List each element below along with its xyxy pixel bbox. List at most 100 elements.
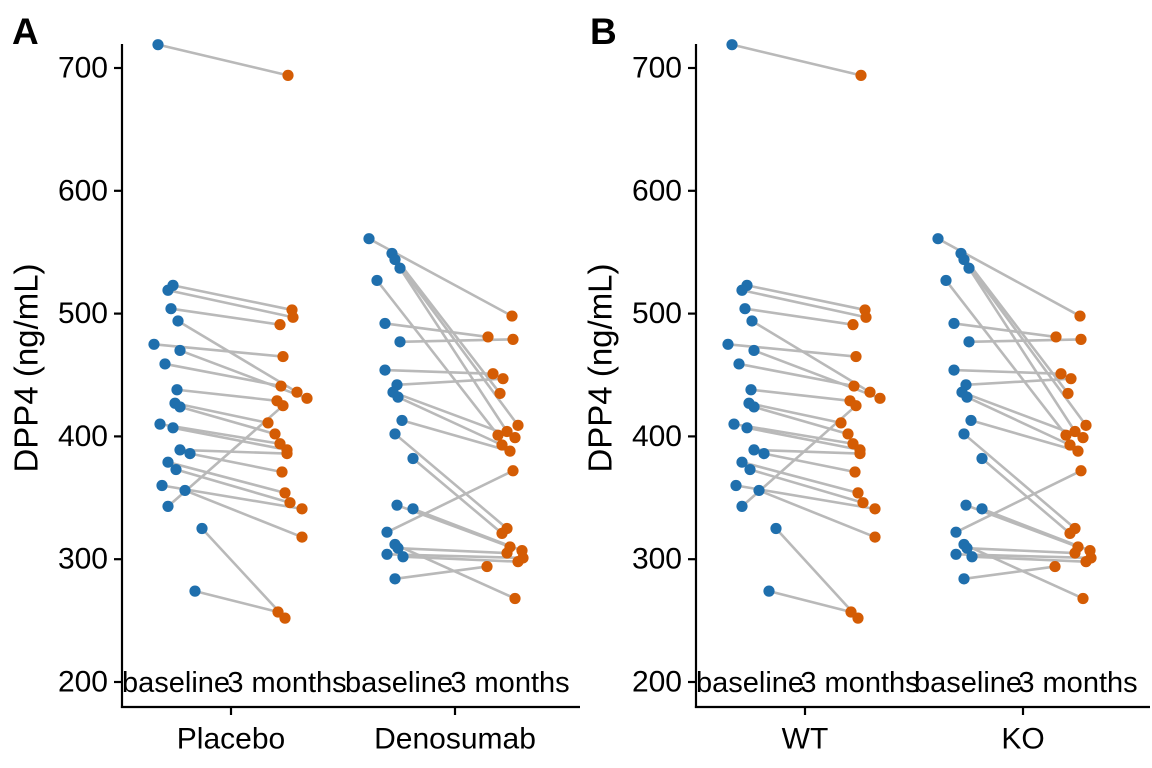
three-months-point[interactable] [857,497,869,509]
baseline-point[interactable] [741,422,753,434]
baseline-point[interactable] [961,391,973,403]
three-months-point[interactable] [1050,331,1062,343]
three-months-point[interactable] [1069,547,1081,559]
baseline-point[interactable] [389,253,401,266]
baseline-point[interactable] [397,551,409,563]
baseline-point[interactable] [950,526,962,538]
baseline-point[interactable] [739,303,751,315]
baseline-point[interactable] [976,503,988,515]
three-months-point[interactable] [501,425,513,438]
three-months-point[interactable] [507,465,519,477]
three-months-point[interactable] [835,417,847,429]
baseline-point[interactable] [170,463,182,476]
baseline-point[interactable] [958,253,970,266]
baseline-point[interactable] [389,573,401,585]
three-months-point[interactable] [296,503,308,515]
baseline-point[interactable] [966,551,978,563]
baseline-point[interactable] [154,418,166,430]
baseline-point[interactable] [148,338,160,350]
baseline-point[interactable] [745,384,757,396]
baseline-point[interactable] [948,317,960,330]
baseline-point[interactable] [736,284,748,296]
baseline-point[interactable] [394,262,406,274]
baseline-point[interactable] [963,262,975,274]
three-months-point[interactable] [854,447,866,460]
three-months-point[interactable] [507,333,519,345]
three-months-point[interactable] [874,392,886,404]
three-months-point[interactable] [492,429,504,441]
three-months-point[interactable] [1075,465,1087,477]
baseline-point[interactable] [379,364,391,376]
three-months-point[interactable] [296,531,308,543]
three-months-point[interactable] [1060,429,1072,441]
three-months-point[interactable] [1055,368,1067,380]
three-months-point[interactable] [512,419,524,431]
baseline-point[interactable] [162,456,174,468]
baseline-point[interactable] [162,500,174,512]
three-months-point[interactable] [849,466,861,478]
baseline-point[interactable] [391,499,403,511]
three-months-point[interactable] [850,400,862,412]
baseline-point[interactable] [363,233,375,245]
baseline-point[interactable] [174,401,186,413]
three-months-point[interactable] [281,447,293,460]
three-months-point[interactable] [842,428,854,440]
baseline-point[interactable] [174,344,186,357]
three-months-point[interactable] [262,417,274,429]
baseline-point[interactable] [196,522,208,535]
three-months-point[interactable] [275,380,287,392]
three-months-point[interactable] [1072,445,1084,457]
baseline-point[interactable] [396,414,408,427]
baseline-point[interactable] [753,484,765,497]
three-months-point[interactable] [845,606,857,618]
three-months-point[interactable] [1080,419,1092,431]
baseline-point[interactable] [389,428,401,440]
baseline-point[interactable] [379,317,391,330]
baseline-point[interactable] [162,284,174,296]
three-months-point[interactable] [509,592,521,605]
baseline-point[interactable] [948,364,960,376]
baseline-point[interactable] [381,526,393,538]
three-months-point[interactable] [504,445,516,457]
three-months-point[interactable] [496,439,508,451]
baseline-point[interactable] [958,573,970,585]
baseline-point[interactable] [736,456,748,468]
three-months-point[interactable] [1080,556,1092,568]
three-months-point[interactable] [291,386,303,398]
baseline-point[interactable] [184,447,196,460]
baseline-point[interactable] [748,444,760,456]
baseline-point[interactable] [940,274,952,287]
three-months-point[interactable] [509,432,521,444]
three-months-point[interactable] [269,428,281,440]
three-months-point[interactable] [848,380,860,392]
baseline-point[interactable] [722,338,734,350]
three-months-point[interactable] [1064,527,1076,540]
three-months-point[interactable] [272,606,284,618]
baseline-point[interactable] [963,336,975,348]
three-months-point[interactable] [501,547,513,559]
baseline-point[interactable] [744,463,756,476]
baseline-point[interactable] [159,358,171,370]
three-months-point[interactable] [860,311,872,323]
three-months-point[interactable] [869,531,881,543]
baseline-point[interactable] [736,500,748,512]
baseline-point[interactable] [392,391,404,403]
baseline-point[interactable] [965,414,977,427]
baseline-point[interactable] [730,479,742,492]
baseline-point[interactable] [179,484,191,497]
three-months-point[interactable] [1077,592,1089,605]
baseline-point[interactable] [394,336,406,348]
three-months-point[interactable] [282,69,294,81]
baseline-point[interactable] [371,274,383,287]
three-months-point[interactable] [482,331,494,343]
baseline-point[interactable] [152,39,164,51]
three-months-point[interactable] [850,350,862,363]
baseline-point[interactable] [932,233,944,245]
three-months-point[interactable] [869,503,881,515]
three-months-point[interactable] [1069,425,1081,438]
baseline-point[interactable] [748,401,760,413]
baseline-point[interactable] [174,444,186,456]
baseline-point[interactable] [726,39,738,51]
three-months-point[interactable] [1062,387,1074,400]
baseline-point[interactable] [770,522,782,535]
